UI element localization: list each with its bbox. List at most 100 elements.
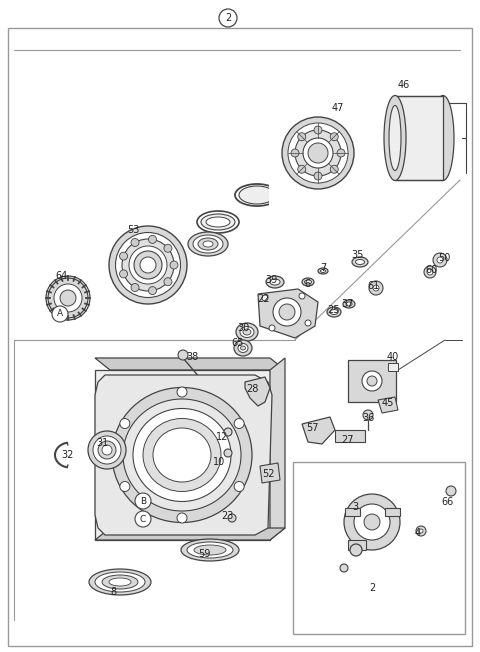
- Polygon shape: [95, 375, 272, 535]
- Text: 6: 6: [304, 279, 310, 289]
- Ellipse shape: [288, 123, 348, 183]
- Text: 52: 52: [262, 469, 274, 479]
- Ellipse shape: [321, 269, 325, 273]
- Circle shape: [446, 486, 456, 496]
- Circle shape: [52, 306, 68, 322]
- Text: 47: 47: [332, 103, 344, 113]
- Polygon shape: [245, 377, 270, 406]
- Text: 7: 7: [320, 263, 326, 273]
- Ellipse shape: [198, 238, 218, 250]
- Text: 8: 8: [110, 587, 116, 597]
- Ellipse shape: [98, 441, 116, 459]
- Circle shape: [135, 511, 151, 527]
- Ellipse shape: [239, 186, 275, 204]
- Ellipse shape: [356, 259, 364, 265]
- Ellipse shape: [352, 257, 368, 267]
- Text: 37: 37: [342, 299, 354, 309]
- Polygon shape: [302, 417, 335, 444]
- Ellipse shape: [134, 251, 162, 279]
- Circle shape: [424, 266, 436, 278]
- Text: 12: 12: [216, 432, 228, 442]
- Circle shape: [234, 419, 244, 428]
- Text: 53: 53: [127, 225, 139, 235]
- Circle shape: [362, 371, 382, 391]
- Ellipse shape: [206, 217, 230, 227]
- Ellipse shape: [240, 346, 245, 350]
- Circle shape: [148, 235, 156, 243]
- Ellipse shape: [123, 399, 241, 511]
- Circle shape: [330, 165, 338, 173]
- Circle shape: [299, 293, 305, 299]
- Circle shape: [135, 493, 151, 509]
- Ellipse shape: [88, 431, 126, 469]
- Ellipse shape: [346, 302, 352, 306]
- Circle shape: [433, 253, 447, 267]
- Ellipse shape: [116, 233, 180, 297]
- Bar: [348, 540, 366, 550]
- Circle shape: [350, 544, 362, 556]
- Bar: [293, 462, 465, 634]
- Ellipse shape: [304, 280, 312, 284]
- Text: C: C: [140, 514, 146, 524]
- Text: 45: 45: [382, 398, 394, 408]
- Polygon shape: [95, 528, 285, 540]
- Ellipse shape: [140, 257, 156, 273]
- Text: 23: 23: [221, 511, 233, 521]
- Text: 40: 40: [387, 352, 399, 362]
- Polygon shape: [345, 508, 360, 516]
- Circle shape: [177, 513, 187, 523]
- Circle shape: [364, 514, 380, 530]
- Circle shape: [54, 284, 82, 312]
- Ellipse shape: [295, 130, 341, 176]
- Bar: [269, 183, 281, 207]
- Circle shape: [340, 564, 348, 572]
- Ellipse shape: [234, 340, 252, 356]
- Text: 39: 39: [265, 275, 277, 285]
- Circle shape: [131, 239, 139, 246]
- Circle shape: [48, 278, 88, 318]
- Bar: [388, 363, 398, 371]
- Ellipse shape: [112, 387, 252, 522]
- Circle shape: [437, 257, 443, 263]
- Text: 65: 65: [232, 338, 244, 348]
- Text: 25: 25: [327, 305, 339, 315]
- Text: 3: 3: [352, 502, 358, 512]
- Circle shape: [337, 149, 345, 157]
- Text: 28: 28: [246, 384, 258, 394]
- Text: 2: 2: [369, 583, 375, 593]
- Text: 46: 46: [398, 80, 410, 90]
- Circle shape: [269, 325, 275, 331]
- Ellipse shape: [188, 232, 228, 256]
- Circle shape: [305, 320, 311, 326]
- Circle shape: [120, 252, 128, 260]
- Ellipse shape: [181, 539, 239, 561]
- Circle shape: [131, 284, 139, 291]
- Bar: [335, 430, 365, 442]
- Circle shape: [416, 526, 426, 536]
- Ellipse shape: [109, 226, 187, 304]
- Polygon shape: [385, 508, 400, 516]
- Ellipse shape: [302, 278, 314, 286]
- Text: 35: 35: [352, 250, 364, 260]
- Circle shape: [291, 149, 299, 157]
- Circle shape: [427, 269, 433, 275]
- Circle shape: [120, 270, 128, 278]
- Text: 2: 2: [225, 13, 231, 23]
- Circle shape: [224, 428, 232, 436]
- Text: 50: 50: [438, 253, 450, 263]
- Text: 30: 30: [237, 323, 249, 333]
- Ellipse shape: [330, 310, 338, 314]
- Ellipse shape: [133, 409, 231, 501]
- Ellipse shape: [109, 578, 131, 586]
- Circle shape: [367, 376, 377, 386]
- Polygon shape: [95, 358, 285, 370]
- Text: 27: 27: [342, 435, 354, 445]
- Text: 57: 57: [306, 423, 318, 433]
- Ellipse shape: [187, 542, 233, 558]
- Bar: [348, 360, 396, 402]
- Ellipse shape: [194, 545, 226, 555]
- Circle shape: [120, 481, 130, 492]
- Ellipse shape: [122, 239, 174, 291]
- Circle shape: [330, 133, 338, 141]
- Text: 32: 32: [62, 450, 74, 460]
